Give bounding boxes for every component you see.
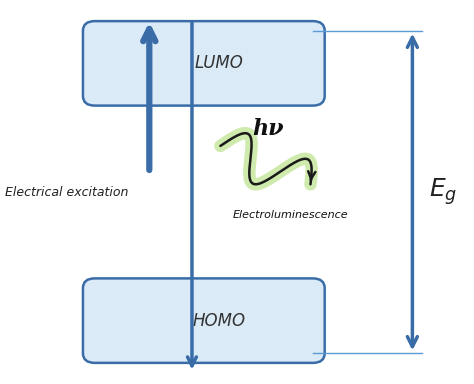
Text: Electrical excitation: Electrical excitation (5, 185, 128, 199)
FancyBboxPatch shape (83, 278, 325, 363)
Text: Electroluminescence: Electroluminescence (232, 210, 348, 220)
Text: $\it{E}_g$: $\it{E}_g$ (429, 177, 457, 207)
Text: hν: hν (252, 118, 283, 140)
Text: HOMO: HOMO (192, 312, 246, 329)
Text: LUMO: LUMO (195, 55, 244, 72)
FancyBboxPatch shape (83, 21, 325, 106)
